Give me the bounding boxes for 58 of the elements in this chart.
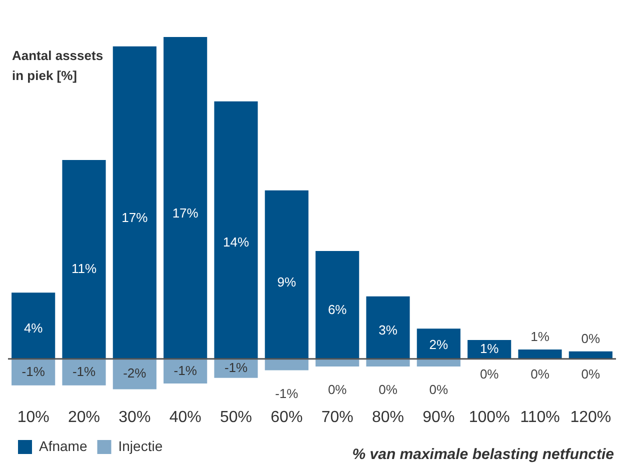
x-tick-label: 40%	[169, 408, 202, 426]
bar	[112, 358, 156, 390]
x-tick-label: 10%	[17, 408, 50, 426]
legend-label: Injectie	[118, 438, 163, 454]
bar	[214, 101, 258, 359]
bar	[316, 358, 360, 366]
bar	[264, 190, 308, 359]
bar	[518, 349, 562, 359]
data-label: -1%	[275, 386, 299, 401]
bar	[366, 358, 410, 366]
x-tick-label: 120%	[570, 408, 612, 426]
bar	[416, 358, 460, 366]
legend-label: Afname	[39, 438, 88, 454]
data-label: -1%	[22, 364, 46, 379]
data-label: -1%	[174, 362, 198, 378]
data-label: 0%	[328, 382, 348, 398]
data-label: 14%	[222, 234, 250, 250]
bar	[12, 292, 56, 359]
bar	[416, 328, 460, 359]
data-label: 11%	[71, 261, 97, 276]
bar	[316, 250, 360, 359]
data-label: 0%	[530, 366, 550, 382]
y-axis-title: Aantal asssets in piek [%]	[12, 46, 104, 86]
data-label: 0%	[429, 382, 448, 398]
data-label: 0%	[378, 382, 398, 398]
x-tick-label: 20%	[68, 408, 100, 426]
x-tick-label: 70%	[321, 408, 354, 426]
bar	[366, 296, 410, 359]
bar	[164, 36, 208, 359]
data-label: 1%	[530, 329, 550, 344]
data-label: 9%	[277, 274, 296, 290]
data-label: -1%	[72, 364, 96, 379]
bar	[112, 46, 156, 359]
data-label: 17%	[122, 210, 148, 225]
data-label: 0%	[581, 366, 600, 382]
data-label: 1%	[480, 341, 500, 356]
bar	[62, 358, 106, 386]
x-tick-label: 110%	[520, 408, 560, 426]
data-label: 2%	[429, 336, 448, 352]
x-tick-label: 90%	[422, 408, 455, 426]
data-label: 6%	[328, 302, 348, 317]
x-tick-label: 30%	[118, 408, 151, 426]
data-label: 0%	[581, 330, 600, 346]
bar	[62, 160, 106, 359]
x-tick-label: 50%	[220, 408, 252, 426]
x-tick-label: 80%	[372, 408, 404, 426]
data-label: 17%	[172, 206, 199, 221]
bar	[12, 358, 56, 386]
data-label: -2%	[123, 366, 147, 381]
bar	[264, 358, 308, 370]
x-tick-label: 60%	[270, 408, 303, 426]
data-label: 0%	[480, 366, 500, 382]
x-axis-title: % van maximale belasting netfunctie	[352, 446, 614, 463]
x-tick-label: 100%	[468, 408, 510, 426]
data-label: 3%	[378, 322, 398, 338]
data-label: -1%	[224, 360, 248, 375]
data-label: 4%	[24, 320, 44, 336]
bar	[164, 358, 208, 384]
